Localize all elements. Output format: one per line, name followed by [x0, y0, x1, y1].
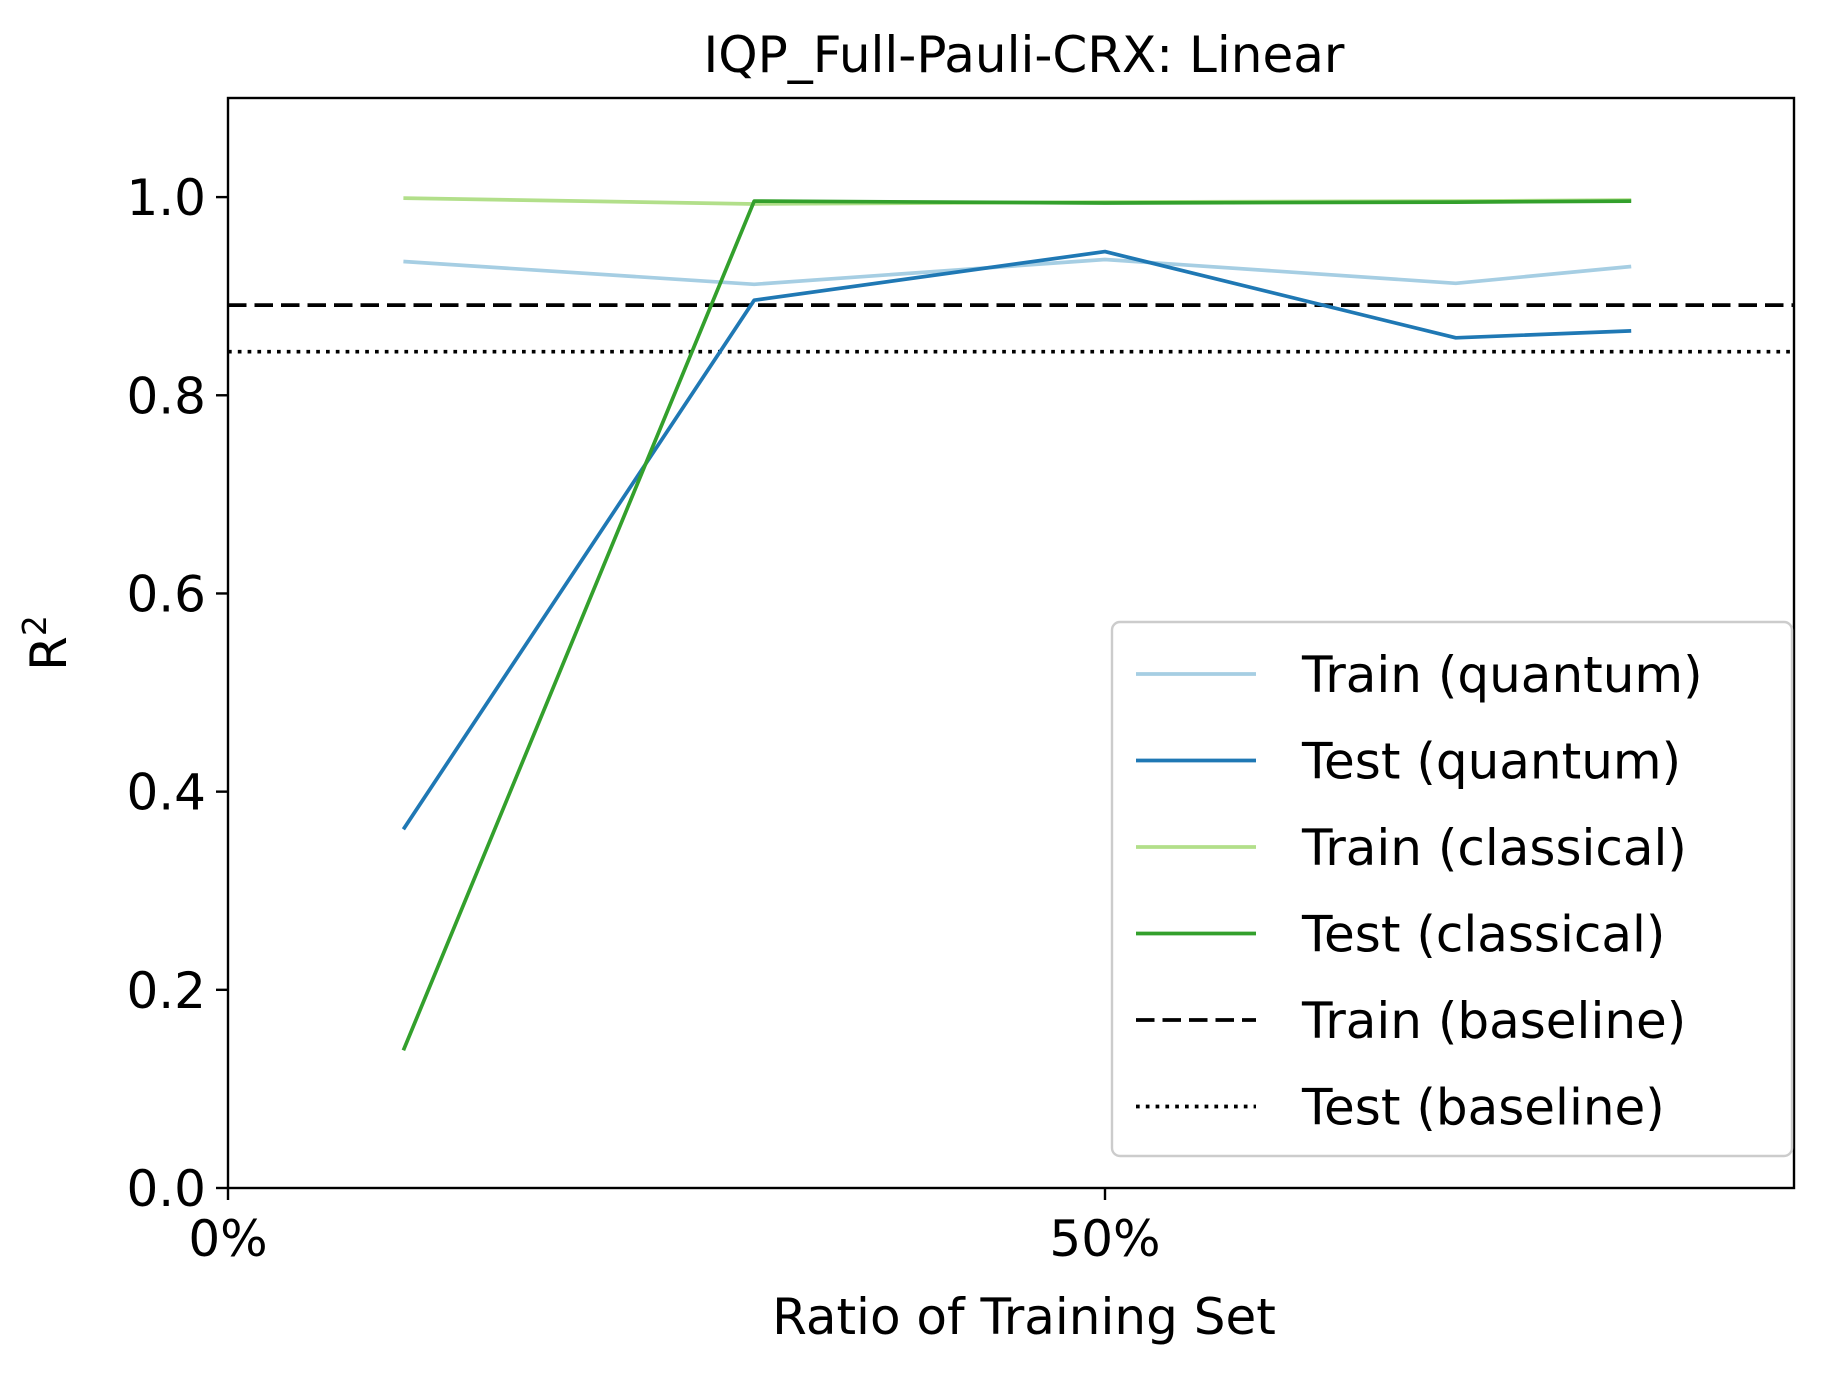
baseline-lines [228, 303, 1794, 354]
series-line-train-quantum [403, 257, 1632, 287]
legend-label-train-baseline: Train (baseline) [1301, 992, 1686, 1050]
y-tick-label: 0.0 [126, 1160, 206, 1218]
y-axis-label: R2 [15, 615, 78, 671]
chart-title: IQP_Full-Pauli-CRX: Linear [704, 26, 1345, 84]
x-tick-label: 50% [1049, 1210, 1160, 1268]
series-lines [401, 196, 1632, 1052]
series-line-test-quantum [401, 249, 1632, 831]
y-axis-label-base: R [20, 636, 78, 671]
legend-label-train-classical: Train (classical) [1301, 819, 1687, 877]
y-tick-label: 1.0 [126, 169, 206, 227]
legend-box [1110, 620, 1794, 1158]
plot-frame [226, 96, 1796, 1190]
y-tick-label: 0.4 [126, 764, 206, 822]
y-axis-label-superscript: 2 [15, 615, 54, 636]
legend: Train (quantum) Test (quantum) Train (clas… [1110, 620, 1794, 1158]
y-axis-ticks: 0.0 0.2 0.4 0.6 0.8 1.0 [126, 169, 228, 1218]
legend-items: Train (quantum) Test (quantum) Train (clas… [1136, 646, 1703, 1137]
x-tick-label: 0% [188, 1210, 267, 1268]
x-axis-label: Ratio of Training Set [772, 1288, 1276, 1346]
x-axis-ticks: 0% 50% [188, 1188, 1161, 1268]
y-tick-label: 0.6 [126, 565, 206, 623]
legend-label-test-baseline: Test (baseline) [1301, 1079, 1665, 1137]
plot-area [226, 96, 1796, 1190]
y-axis-label-group: R2 [15, 615, 78, 671]
series-line-test-classical [401, 199, 1632, 1052]
legend-label-test-classical: Test (classical) [1301, 906, 1665, 964]
legend-label-train-quantum: Train (quantum) [1301, 646, 1703, 704]
y-tick-label: 0.8 [126, 367, 206, 425]
legend-label-test-quantum: Test (quantum) [1301, 733, 1681, 791]
y-tick-label: 0.2 [126, 962, 206, 1020]
